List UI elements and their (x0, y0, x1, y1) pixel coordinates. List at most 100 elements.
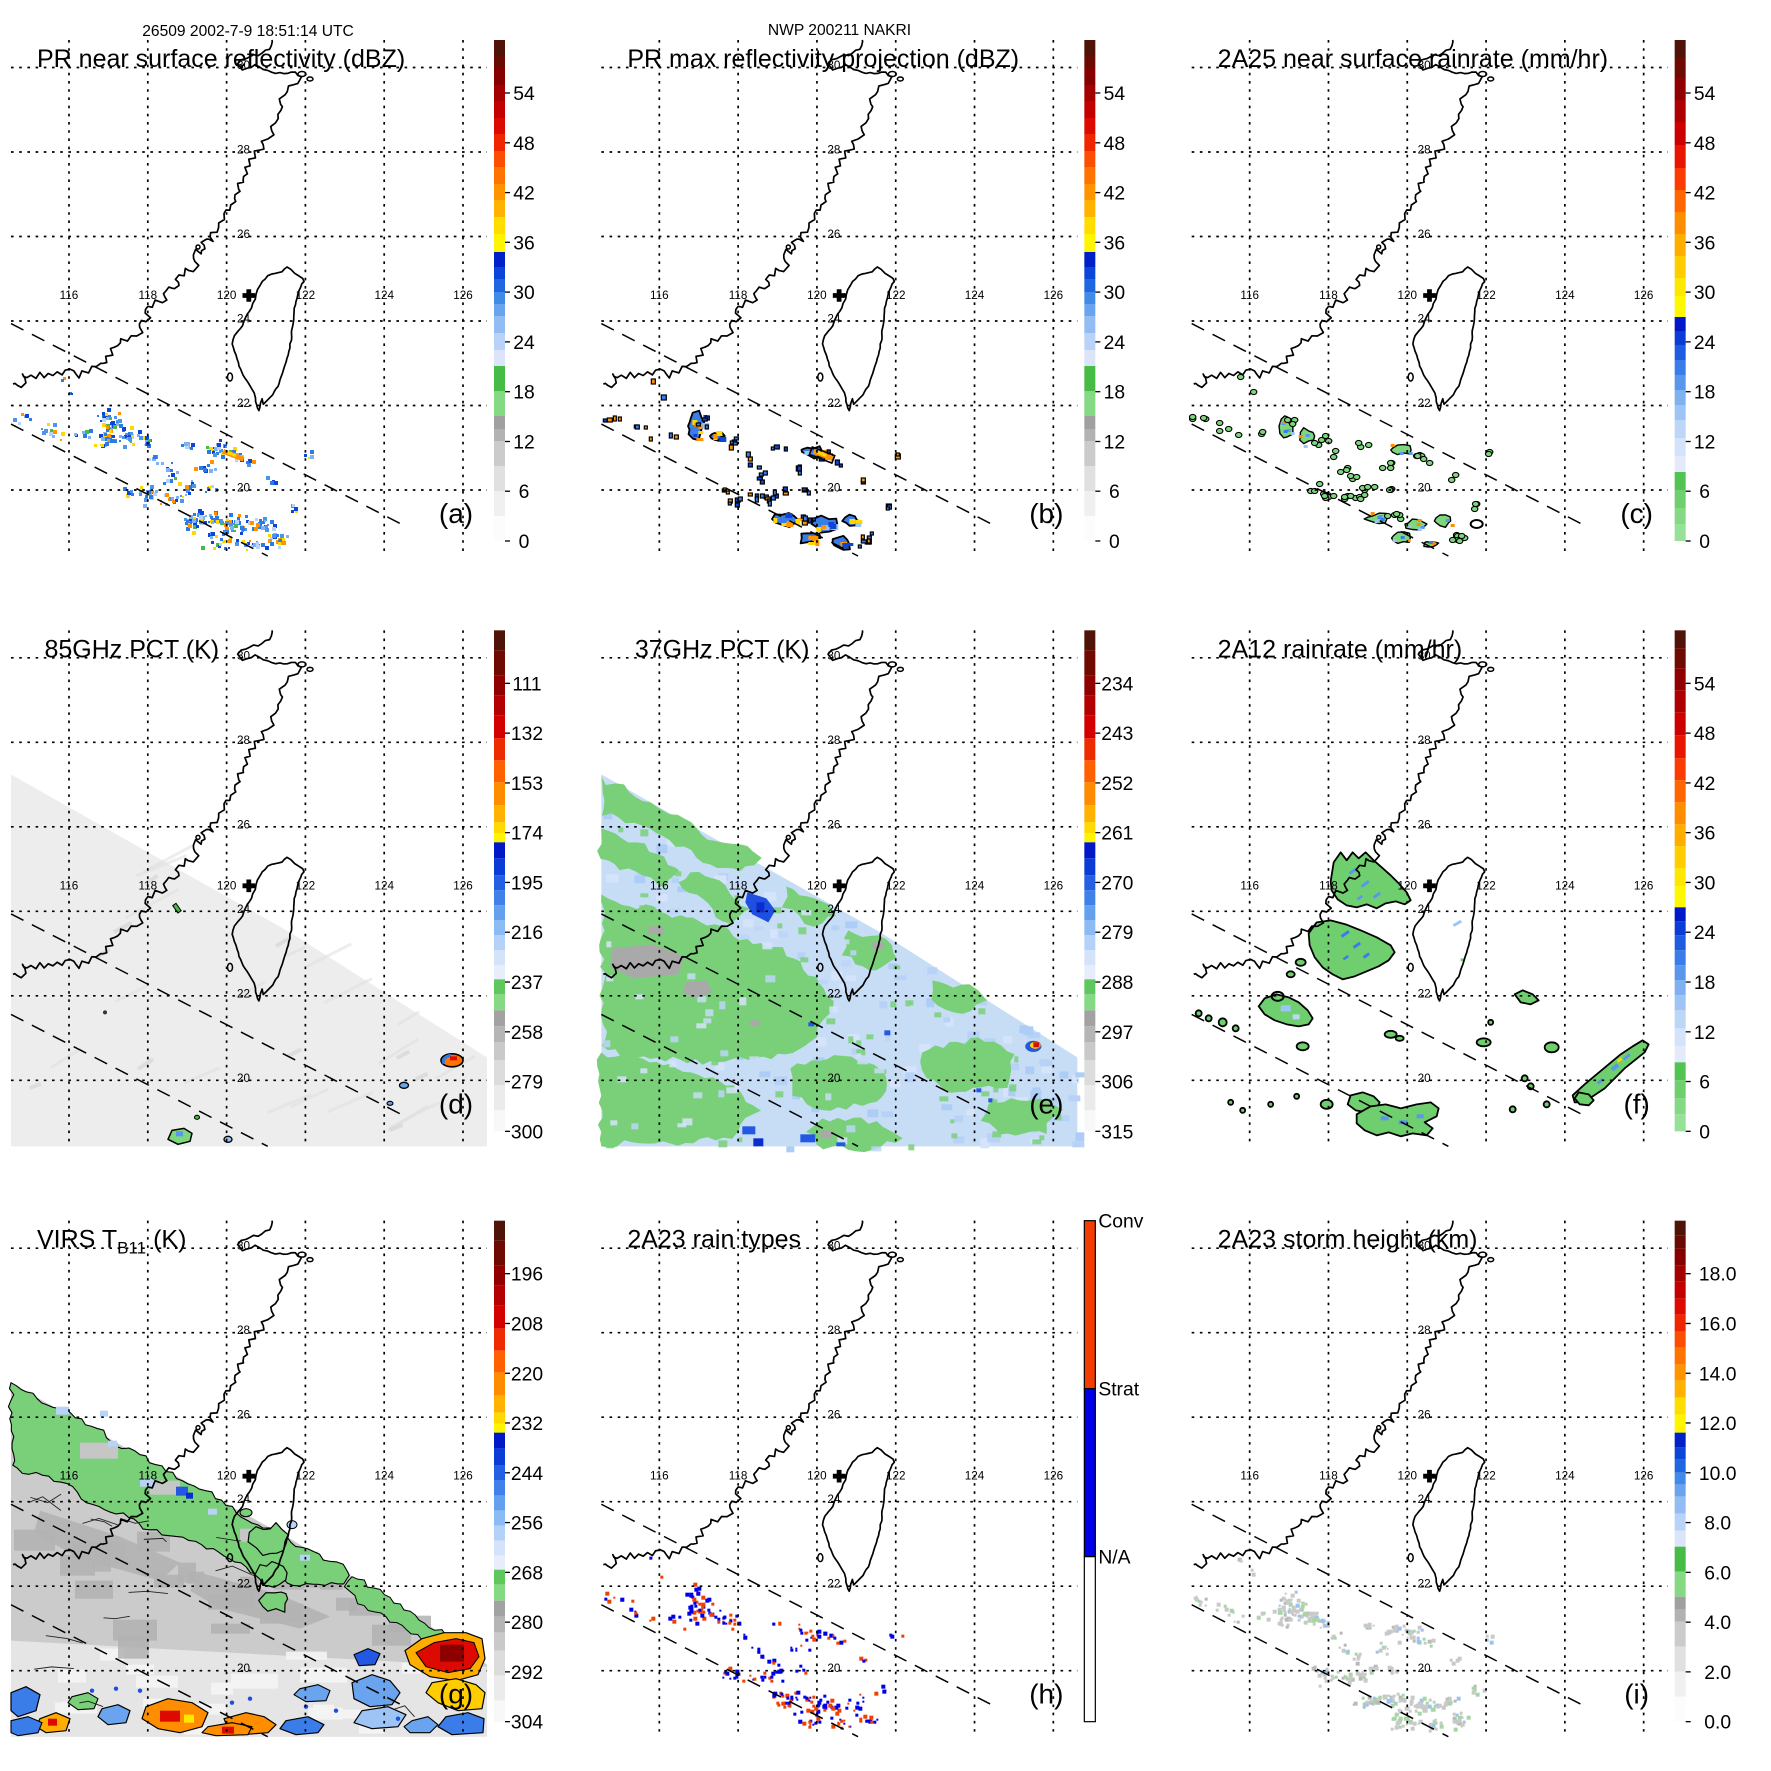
svg-text:24: 24 (1104, 333, 1126, 354)
svg-text:8.0: 8.0 (1704, 1514, 1731, 1535)
svg-text:42: 42 (1104, 184, 1125, 205)
svg-text:Strat: Strat (1098, 1380, 1139, 1401)
svg-text:153: 153 (511, 774, 543, 795)
svg-text:10.0: 10.0 (1699, 1464, 1737, 1485)
svg-text:18: 18 (1104, 383, 1125, 404)
svg-text:PR near surface reflectivity (: PR near surface reflectivity (dBZ) (37, 45, 405, 73)
svg-text:48: 48 (1694, 134, 1715, 155)
svg-text:42: 42 (1694, 184, 1715, 205)
svg-text:NWP 200211 NAKRI: NWP 200211 NAKRI (768, 22, 911, 39)
svg-text:0: 0 (519, 532, 530, 553)
svg-text:(i): (i) (1624, 1679, 1649, 1710)
svg-text:12: 12 (1694, 433, 1715, 454)
svg-text:14.0: 14.0 (1699, 1364, 1737, 1385)
svg-text:18: 18 (1694, 383, 1715, 404)
svg-text:258: 258 (511, 1023, 543, 1044)
svg-text:VIRS TB11 (K): VIRS TB11 (K) (37, 1226, 186, 1258)
svg-text:30: 30 (1694, 873, 1715, 894)
svg-text:220: 220 (511, 1364, 543, 1385)
svg-text:(a): (a) (439, 498, 473, 529)
svg-text:18: 18 (513, 383, 534, 404)
svg-text:42: 42 (513, 184, 534, 205)
svg-text:174: 174 (511, 824, 543, 845)
svg-text:4.0: 4.0 (1704, 1613, 1731, 1634)
svg-text:16.0: 16.0 (1699, 1314, 1737, 1335)
svg-text:54: 54 (1694, 84, 1716, 105)
svg-text:54: 54 (1104, 84, 1126, 105)
svg-text:6: 6 (1699, 482, 1710, 503)
svg-text:(d): (d) (439, 1088, 473, 1119)
svg-text:(b): (b) (1029, 498, 1063, 529)
svg-text:85GHz PCT (K): 85GHz PCT (K) (45, 635, 220, 663)
svg-text:(g): (g) (439, 1679, 473, 1710)
svg-text:54: 54 (513, 84, 535, 105)
svg-text:12: 12 (513, 433, 534, 454)
svg-text:Conv: Conv (1098, 1212, 1143, 1233)
svg-text:(c): (c) (1620, 498, 1653, 529)
svg-text:0: 0 (1699, 1122, 1710, 1143)
svg-text:12.0: 12.0 (1699, 1414, 1737, 1435)
svg-text:261: 261 (1101, 824, 1133, 845)
svg-text:2A23 storm height (km): 2A23 storm height (km) (1218, 1226, 1478, 1254)
svg-text:304: 304 (511, 1713, 543, 1734)
svg-text:279: 279 (511, 1073, 543, 1094)
svg-text:2A25 near surface rainrate (mm: 2A25 near surface rainrate (mm/hr) (1218, 45, 1608, 73)
svg-text:48: 48 (513, 134, 534, 155)
svg-text:132: 132 (511, 724, 543, 745)
svg-text:(e): (e) (1029, 1088, 1063, 1119)
svg-text:24: 24 (1694, 923, 1716, 944)
svg-text:111: 111 (512, 674, 541, 695)
svg-text:30: 30 (1694, 283, 1715, 304)
svg-text:12: 12 (1104, 433, 1125, 454)
svg-text:N/A: N/A (1098, 1548, 1130, 1569)
svg-text:297: 297 (1101, 1023, 1133, 1044)
svg-text:252: 252 (1101, 774, 1133, 795)
svg-text:237: 237 (511, 973, 543, 994)
svg-text:232: 232 (511, 1414, 543, 1435)
svg-text:256: 256 (511, 1514, 543, 1535)
svg-text:18.0: 18.0 (1699, 1265, 1737, 1286)
svg-text:2A12 rainrate (mm/hr): 2A12 rainrate (mm/hr) (1218, 635, 1463, 663)
svg-text:6: 6 (519, 482, 530, 503)
svg-text:26509 2002-7-9 18:51:14 UTC: 26509 2002-7-9 18:51:14 UTC (142, 23, 354, 40)
svg-text:24: 24 (1694, 333, 1716, 354)
svg-text:30: 30 (513, 283, 534, 304)
svg-text:244: 244 (511, 1464, 543, 1485)
svg-text:24: 24 (513, 333, 535, 354)
svg-text:48: 48 (1694, 724, 1715, 745)
svg-text:36: 36 (513, 233, 534, 254)
svg-text:6: 6 (1109, 482, 1120, 503)
svg-text:300: 300 (511, 1122, 543, 1143)
svg-text:0.0: 0.0 (1704, 1713, 1731, 1734)
svg-text:36: 36 (1104, 233, 1125, 254)
svg-text:36: 36 (1694, 233, 1715, 254)
svg-text:2A23 rain types: 2A23 rain types (627, 1226, 801, 1254)
svg-text:315: 315 (1101, 1122, 1133, 1143)
svg-text:36: 36 (1694, 824, 1715, 845)
svg-text:12: 12 (1694, 1023, 1715, 1044)
svg-text:270: 270 (1101, 873, 1133, 894)
svg-text:234: 234 (1101, 674, 1133, 695)
svg-text:306: 306 (1101, 1073, 1133, 1094)
svg-text:6: 6 (1699, 1073, 1710, 1094)
svg-text:243: 243 (1101, 724, 1133, 745)
svg-text:37GHz PCT (K): 37GHz PCT (K) (635, 635, 810, 663)
svg-text:292: 292 (511, 1663, 543, 1684)
svg-text:(h): (h) (1029, 1679, 1063, 1710)
svg-text:195: 195 (511, 873, 543, 894)
svg-text:48: 48 (1104, 134, 1125, 155)
svg-text:30: 30 (1104, 283, 1125, 304)
svg-text:2.0: 2.0 (1704, 1663, 1731, 1684)
svg-text:PR max reflectivity projection: PR max reflectivity projection (dBZ) (627, 45, 1019, 73)
svg-text:268: 268 (511, 1563, 543, 1584)
svg-text:42: 42 (1694, 774, 1715, 795)
svg-text:196: 196 (511, 1265, 543, 1286)
svg-text:18: 18 (1694, 973, 1715, 994)
svg-text:216: 216 (511, 923, 543, 944)
svg-text:280: 280 (511, 1613, 543, 1634)
svg-text:288: 288 (1101, 973, 1133, 994)
svg-text:279: 279 (1101, 923, 1133, 944)
svg-text:0: 0 (1699, 532, 1710, 553)
svg-text:54: 54 (1694, 674, 1716, 695)
svg-text:(f): (f) (1623, 1088, 1649, 1119)
